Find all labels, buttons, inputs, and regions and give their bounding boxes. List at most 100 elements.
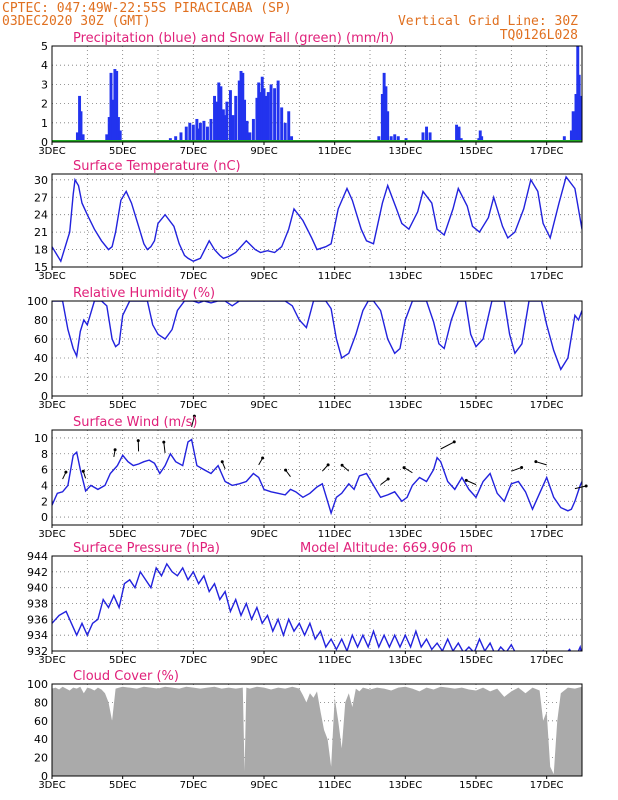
- precip-panel: 0 1 2 3 4 5 3DEC 5DEC 7DEC 9DEC 11DEC 13DEC 15DEC 17D…: [38, 31, 583, 157]
- model-code: TQ0126L028: [499, 28, 578, 43]
- precip-xtick-label: 7DEC: [180, 146, 207, 157]
- pres-xtick-label: 5DEC: [109, 655, 136, 666]
- pres-xtick-label: 7DEC: [180, 655, 207, 666]
- precip-xtick-label: 5DEC: [109, 146, 136, 157]
- precip-bar: [562, 136, 566, 142]
- temp-ytick-label: 24: [34, 209, 48, 222]
- wind-arrow-head: [452, 440, 456, 444]
- rh-xtick-label: 5DEC: [109, 400, 136, 411]
- precip-bar: [396, 136, 400, 142]
- temp-xtick-label: 11DEC: [318, 271, 352, 282]
- cloud-xtick-label: 13DEC: [388, 780, 422, 791]
- precip-ytick-label: 0: [41, 136, 48, 149]
- pres-xtick-label: 17DEC: [530, 655, 564, 666]
- temp-xtick-label: 17DEC: [530, 271, 564, 282]
- precip-bar: [269, 84, 273, 142]
- rh-ytick-label: 100: [27, 295, 48, 308]
- temp-ytick-label: 30: [34, 174, 48, 187]
- wind-arrow-head: [136, 439, 140, 443]
- temp-xtick-label: 13DEC: [388, 271, 422, 282]
- wind-arrow: [535, 461, 547, 466]
- pres-xtick-label: 3DEC: [38, 655, 65, 666]
- precip-bar: [217, 82, 221, 142]
- rh-panel: 0 20 40 60 80 100 3DEC 5DEC 7DEC 9DEC 11DEC 13DEC 15…: [27, 286, 583, 411]
- wind-xtick-label: 3DEC: [38, 529, 65, 540]
- precip-bar: [251, 118, 255, 142]
- precip-bar: [571, 111, 575, 142]
- pres-series-line: [52, 562, 582, 651]
- rh-title: Relative Humidity (%): [73, 286, 215, 301]
- wind-arrow-head: [261, 456, 265, 460]
- precip-bar: [205, 126, 209, 142]
- precip-bar: [243, 99, 247, 142]
- pres-ytick-label: 932: [27, 645, 48, 658]
- wind-arrow: [403, 467, 413, 474]
- wind-arrow-head: [340, 463, 344, 467]
- precip-bar: [234, 95, 238, 142]
- wind-arrow-head: [464, 478, 468, 482]
- wind-arrow: [574, 485, 587, 490]
- precip-bar: [188, 122, 192, 142]
- wind-arrow-head: [64, 470, 68, 474]
- rh-frame: [51, 300, 583, 397]
- run-date: 03DEC2020 30Z (GMT): [2, 14, 151, 29]
- temp-xtick-label: 9DEC: [250, 271, 277, 282]
- wind-arrow: [440, 441, 455, 450]
- pres-ytick-label: 936: [27, 613, 48, 626]
- temp-ytick-label: 27: [34, 191, 48, 204]
- precip-ytick-label: 2: [41, 98, 48, 111]
- header: CPTEC: 047:49W-22:55S PIRACICABA (SP) 03…: [0, 0, 618, 48]
- cloud-xtick-label: 9DEC: [250, 780, 277, 791]
- precip-bar: [245, 120, 249, 142]
- precip-bar: [223, 115, 227, 142]
- precip-bar: [214, 101, 218, 142]
- pres-panel: 932 934 936 938 940 942 944 3DEC 5DEC 7DEC 9DEC 11D…: [27, 541, 583, 666]
- wind-panel: 0 2 4 6 8 10 3DEC 5DEC 7DEC 9DEC 11DEC 13DEC 15DEC 17…: [34, 414, 588, 540]
- wind-xtick-label: 15DEC: [459, 529, 493, 540]
- precip-ytick-label: 5: [41, 40, 48, 53]
- rh-xtick-label: 9DEC: [250, 400, 277, 411]
- wind-arrow-head: [113, 448, 117, 452]
- precip-bar: [79, 111, 83, 142]
- pres-xtick-label: 13DEC: [388, 655, 422, 666]
- precip-bar: [195, 118, 199, 142]
- wind-title: Surface Wind (m/s): [73, 415, 197, 430]
- wind-xtick-label: 9DEC: [250, 529, 277, 540]
- precip-bar: [209, 118, 213, 142]
- rh-xtick-label: 11DEC: [318, 400, 352, 411]
- precip-bar: [174, 136, 178, 142]
- precip-bar: [255, 97, 259, 142]
- rh-ytick-label: 0: [41, 390, 48, 403]
- pres-ytick-label: 938: [27, 598, 48, 611]
- station-title: CPTEC: 047:49W-22:55S PIRACICABA (SP): [2, 1, 292, 16]
- precip-bar: [225, 101, 229, 142]
- cloud-panel: 0 20 40 60 80 100 3DEC 5DEC 7DEC 9DEC 11DEC 13DEC 15…: [27, 669, 583, 791]
- cloud-ytick-label: 60: [34, 715, 48, 728]
- precip-bar: [115, 70, 119, 142]
- precip-bar: [202, 120, 206, 142]
- precip-bar: [580, 124, 582, 142]
- cloud-cover-area: [52, 686, 582, 776]
- precip-bar: [237, 80, 241, 142]
- precip-ytick-label: 1: [41, 117, 48, 130]
- cloud-xtick-label: 15DEC: [459, 780, 493, 791]
- wind-arrow-head: [520, 465, 524, 469]
- wind-ytick-label: 4: [41, 479, 48, 492]
- precip-title: Precipitation (blue) and Snow Fall (gree…: [73, 31, 394, 46]
- wind-arrow-head: [534, 460, 538, 464]
- wind-xtick-label: 13DEC: [388, 529, 422, 540]
- precip-bar: [107, 117, 111, 142]
- wind-arrow: [466, 479, 477, 486]
- wind-arrow-head: [284, 468, 288, 472]
- precip-bar: [105, 134, 109, 142]
- precip-bar: [113, 69, 117, 142]
- precip-bar: [457, 126, 461, 142]
- grid-note: Vertical Grid Line: 30Z: [397, 14, 578, 29]
- precip-bar: [266, 92, 270, 142]
- precip-bar: [455, 124, 459, 142]
- wind-ytick-label: 8: [41, 448, 48, 461]
- precip-bar: [219, 86, 223, 142]
- wind-ytick-label: 6: [41, 464, 48, 477]
- precip-bar: [380, 94, 384, 142]
- wind-arrow: [511, 466, 522, 472]
